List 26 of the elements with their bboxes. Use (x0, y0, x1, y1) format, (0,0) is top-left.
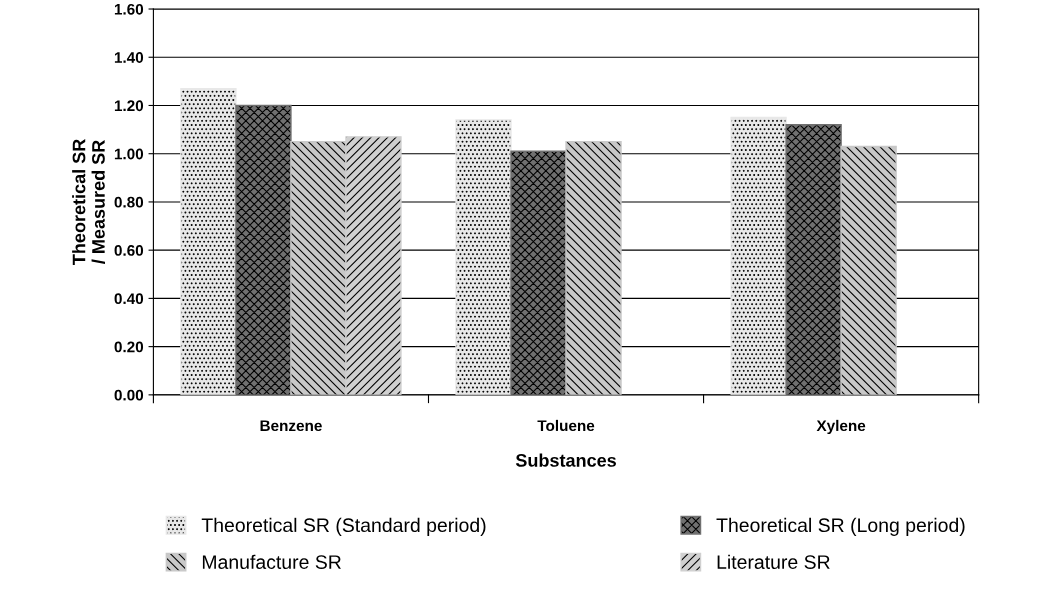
legend-label: Manufacture SR (202, 554, 341, 569)
legend-label: Theoretical SR (Standard period) (201, 517, 486, 536)
bar (510, 150, 567, 395)
x-tick-label: Benzene (260, 420, 322, 432)
bar (235, 104, 292, 395)
bar (565, 140, 622, 395)
x-tick-label: Toluene (537, 419, 595, 432)
x-tick-label: Xylene (816, 419, 866, 435)
bar (180, 87, 237, 395)
y-tick-label: 1.00 (114, 148, 144, 160)
y-tick-label: 1.40 (114, 52, 144, 63)
y-axis-title: Theoretical SR / Measured SR (72, 139, 106, 265)
y-tick-label: 0.60 (114, 245, 144, 256)
y-tick-label: 0.80 (114, 196, 144, 208)
bar (785, 124, 842, 395)
bar (455, 119, 512, 395)
x-axis-title: Substances (515, 453, 616, 467)
bar (730, 116, 787, 395)
legend-label: Theoretical SR (Long period) (716, 517, 965, 536)
y-tick-label: 1.60 (114, 3, 144, 15)
y-tick-label: 0.00 (114, 389, 144, 401)
bar (840, 145, 897, 395)
y-tick-label: 0.40 (114, 293, 144, 305)
legend-label: Literature SR (717, 554, 830, 569)
y-tick-label: 1.20 (114, 100, 144, 112)
y-tick-label: 0.20 (114, 341, 144, 353)
